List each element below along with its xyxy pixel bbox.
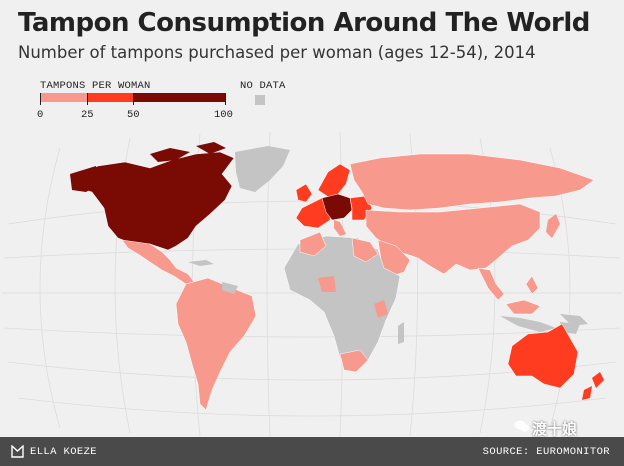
australia-region (507, 323, 579, 389)
arctic-islands-region (150, 142, 226, 162)
caribbean-region (188, 260, 214, 266)
central-europe-region (321, 193, 353, 221)
south-america-region (175, 277, 257, 411)
south-africa-region (339, 349, 369, 373)
footer-bar: ELLA KOEZE SOURCE: EUROMONITOR (0, 437, 624, 466)
legend-tick-line-100 (225, 93, 226, 105)
alaska-region (70, 166, 100, 192)
legend-tick-50: 50 (127, 109, 140, 121)
page-title: Tampon Consumption Around The World (18, 8, 590, 38)
wechat-icon (514, 420, 530, 432)
southeast-asia-region (477, 267, 541, 315)
russia-region (349, 153, 595, 211)
east-africa-region (374, 300, 388, 318)
world-map (2, 131, 622, 437)
papua-region (560, 314, 588, 326)
west-africa-region (318, 276, 336, 292)
legend-tick-line-0 (40, 93, 41, 105)
legend: TAMPONS PER WOMAN 0 25 50 100 NO DATA (18, 78, 318, 124)
north-america-region (71, 151, 235, 251)
legend-tick-0: 0 (37, 109, 44, 121)
indonesia-region (500, 316, 580, 334)
fivethirtyeight-logo-icon (11, 445, 24, 458)
north-africa-region (299, 231, 379, 263)
japan-region (546, 214, 560, 238)
africa-region (283, 235, 401, 373)
legend-title: TAMPONS PER WOMAN (40, 80, 151, 92)
legend-swatch-50-100 (133, 93, 225, 102)
legend-tick-25: 25 (81, 109, 94, 121)
watermark: 渡十娘 (532, 420, 578, 438)
scandinavia-region (317, 163, 351, 199)
legend-tick-line-25 (87, 93, 88, 105)
legend-swatch-0-25 (40, 93, 87, 102)
legend-tick-line-50 (133, 93, 134, 105)
legend-no-data-label: NO DATA (240, 80, 286, 92)
legend-no-data-swatch (255, 95, 265, 105)
page-subtitle: Number of tampons purchased per woman (a… (18, 43, 536, 62)
source-credit: SOURCE: EUROMONITOR (482, 446, 610, 458)
new-zealand-region (582, 372, 604, 400)
madagascar-region (398, 322, 404, 344)
legend-swatch-25-50 (87, 93, 133, 102)
greenland-region (235, 146, 290, 192)
guiana-region (222, 282, 238, 294)
author-credit: ELLA KOEZE (30, 446, 98, 458)
legend-tick-100: 100 (214, 109, 233, 121)
italy-region (334, 220, 346, 236)
